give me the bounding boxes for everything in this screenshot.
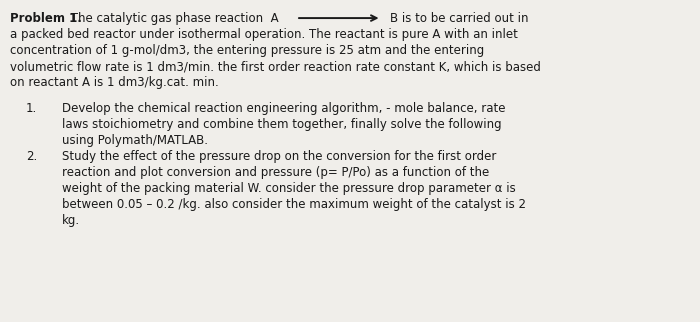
Text: concentration of 1 g-mol/dm3, the entering pressure is 25 atm and the entering: concentration of 1 g-mol/dm3, the enteri…: [10, 44, 484, 57]
Text: using Polymath/MATLAB.: using Polymath/MATLAB.: [62, 134, 208, 147]
Text: B is to be carried out in: B is to be carried out in: [390, 12, 528, 25]
Text: reaction and plot conversion and pressure (p= P/Po) as a function of the: reaction and plot conversion and pressur…: [62, 166, 489, 179]
Text: Develop the chemical reaction engineering algorithm, - mole balance, rate: Develop the chemical reaction engineerin…: [62, 102, 505, 115]
Text: between 0.05 – 0.2 /kg. also consider the maximum weight of the catalyst is 2: between 0.05 – 0.2 /kg. also consider th…: [62, 198, 526, 211]
Text: laws stoichiometry and combine them together, finally solve the following: laws stoichiometry and combine them toge…: [62, 118, 502, 131]
Text: The catalytic gas phase reaction  A: The catalytic gas phase reaction A: [67, 12, 279, 25]
Text: a packed bed reactor under isothermal operation. The reactant is pure A with an : a packed bed reactor under isothermal op…: [10, 28, 518, 41]
Text: 1.: 1.: [26, 102, 37, 115]
Text: on reactant A is 1 dm3/kg.cat. min.: on reactant A is 1 dm3/kg.cat. min.: [10, 76, 218, 89]
Text: weight of the packing material W. consider the pressure drop parameter α is: weight of the packing material W. consid…: [62, 182, 516, 194]
Text: Study the effect of the pressure drop on the conversion for the first order: Study the effect of the pressure drop on…: [62, 150, 496, 163]
Text: kg.: kg.: [62, 213, 80, 227]
Text: volumetric flow rate is 1 dm3/min. the first order reaction rate constant K, whi: volumetric flow rate is 1 dm3/min. the f…: [10, 60, 541, 73]
Text: Problem 1.: Problem 1.: [10, 12, 82, 25]
Text: 2.: 2.: [26, 150, 37, 163]
